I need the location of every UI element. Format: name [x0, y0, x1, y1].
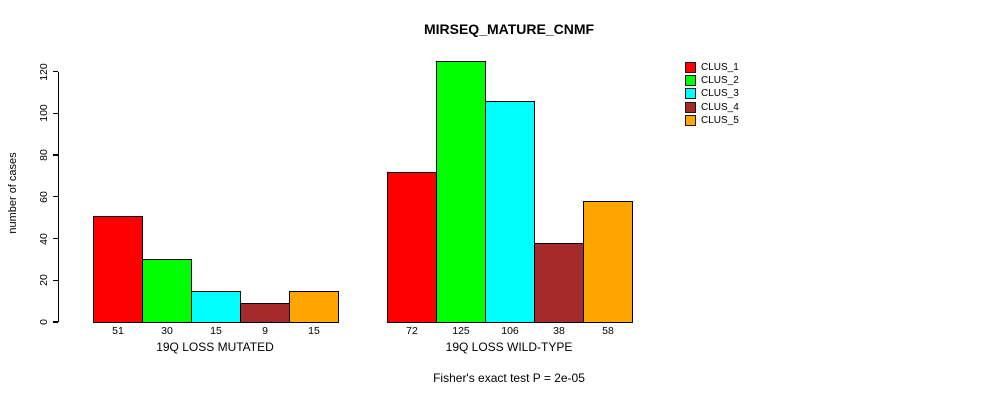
bar-clus_2-2: [435, 61, 486, 324]
y-axis-tick-label: 20: [38, 274, 50, 287]
y-axis-tick-label: 40: [38, 232, 50, 245]
bar-clus_3-1: [190, 290, 241, 324]
y-axis-tick: [52, 321, 58, 323]
chart-title: MIRSEQ_MATURE_CNMF: [423, 21, 595, 37]
bar-clus_1-1: [92, 215, 143, 324]
bar-value-label: 15: [308, 324, 320, 337]
y-axis-tick-label: 120: [38, 62, 50, 81]
bar-value-label: 9: [262, 324, 268, 337]
x-group-label: 19Q LOSS WILD-TYPE: [445, 340, 573, 354]
legend-label: CLUS_4: [701, 101, 739, 113]
legend-label: CLUS_1: [701, 62, 739, 74]
y-axis-tick-label: 60: [38, 190, 50, 203]
legend-item: CLUS_2: [685, 74, 739, 87]
bar-clus_5-1: [288, 290, 339, 324]
bar-value-label: 125: [452, 324, 470, 337]
stat-test-caption: Fisher's exact test P = 2e-05: [433, 371, 585, 385]
bar-value-label: 15: [210, 324, 222, 337]
legend-item: CLUS_5: [685, 114, 739, 127]
legend-label: CLUS_5: [701, 114, 739, 126]
y-axis-label: number of cases: [7, 152, 19, 234]
y-axis-tick: [52, 112, 58, 115]
legend-item: CLUS_1: [685, 61, 739, 74]
y-axis-tick: [52, 237, 58, 240]
y-axis-tick: [52, 196, 58, 198]
legend-color-swatch: [685, 101, 696, 113]
y-axis-tick-label: 80: [38, 149, 50, 161]
bar-value-label: 106: [501, 324, 519, 337]
legend-color-swatch: [685, 88, 696, 100]
bar-clus_3-2: [484, 100, 535, 324]
legend-color-swatch: [685, 62, 696, 74]
y-axis-tick: [52, 70, 58, 73]
legend-color-swatch: [685, 114, 696, 126]
bar-clus_4-1: [239, 303, 290, 324]
y-axis-tick-label: 0: [38, 319, 50, 325]
bar-clus_5-2: [582, 200, 633, 324]
bar-clus_2-1: [141, 259, 192, 324]
legend: CLUS_1 CLUS_2 CLUS_3 CLUS_4 CLUS_5: [685, 61, 739, 127]
y-axis-line: [57, 71, 59, 322]
legend-label: CLUS_2: [701, 75, 739, 87]
x-group-label: 19Q LOSS MUTATED: [156, 340, 274, 354]
y-axis-tick: [52, 279, 58, 281]
bar-clus_4-2: [533, 242, 584, 324]
bar-clus_1-2: [386, 171, 437, 324]
legend-item: CLUS_4: [685, 101, 739, 114]
bar-value-label: 72: [406, 324, 418, 337]
y-axis-tick-label: 100: [38, 104, 50, 123]
legend-color-swatch: [685, 75, 696, 87]
legend-label: CLUS_3: [701, 88, 739, 100]
bar-value-label: 38: [553, 324, 565, 337]
legend-item: CLUS_3: [685, 87, 739, 100]
bar-value-label: 51: [112, 324, 124, 337]
bar-value-label: 58: [602, 324, 614, 337]
bar-value-label: 30: [161, 324, 173, 337]
y-axis-tick: [52, 154, 58, 156]
